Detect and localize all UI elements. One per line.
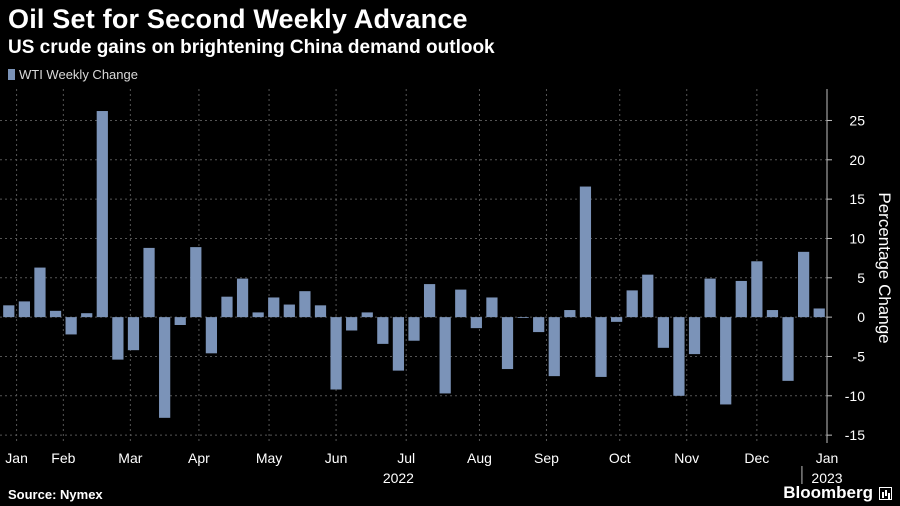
bar <box>96 111 108 318</box>
x-tick-label: Feb <box>51 450 75 466</box>
bar <box>782 317 794 381</box>
bar <box>579 186 592 318</box>
bar <box>595 317 607 377</box>
bar <box>642 274 654 318</box>
bar <box>533 317 545 333</box>
y-tick-label: -15 <box>845 427 865 443</box>
bar <box>49 310 62 318</box>
bar <box>361 312 373 318</box>
bar <box>283 304 295 318</box>
brand-logo: Bloomberg <box>783 483 892 503</box>
bar <box>252 312 264 318</box>
bar <box>112 317 124 360</box>
bar <box>236 278 249 318</box>
bar <box>408 317 420 341</box>
bar <box>34 267 46 318</box>
bar <box>330 317 342 390</box>
x-tick-label: Oct <box>609 450 631 466</box>
brand-name: Bloomberg <box>783 483 873 502</box>
x-tick-label: Jun <box>325 450 348 466</box>
bar <box>81 313 93 318</box>
bar <box>486 297 498 318</box>
bloomberg-chart-icon <box>879 486 892 500</box>
bar <box>190 247 202 318</box>
bar <box>65 317 77 335</box>
y-axis-title: Percentage Change <box>875 192 894 343</box>
x-tick-label: Sep <box>534 450 559 466</box>
x-tick-label: Jan <box>816 450 839 466</box>
x-tick-label: May <box>256 450 282 466</box>
y-tick-label: -5 <box>853 348 866 364</box>
bar <box>346 317 358 331</box>
x-tick-label: Jan <box>5 450 28 466</box>
bar <box>813 308 825 318</box>
bar <box>548 317 560 377</box>
bar <box>314 305 327 318</box>
bar <box>688 317 701 355</box>
bar <box>470 317 482 329</box>
y-tick-label: 25 <box>849 112 865 128</box>
x-tick-label: Dec <box>744 450 769 466</box>
bar <box>18 301 30 318</box>
bar <box>159 317 171 418</box>
bar <box>423 284 436 318</box>
bar <box>174 317 186 325</box>
x-tick-label: Aug <box>467 450 492 466</box>
bar <box>143 247 155 318</box>
bar <box>392 317 405 371</box>
bar <box>439 317 451 394</box>
bar <box>501 317 514 370</box>
bar <box>3 305 15 318</box>
y-tick-label: 5 <box>857 270 865 286</box>
bar <box>798 251 810 318</box>
legend-label: WTI Weekly Change <box>19 67 138 82</box>
bar <box>455 289 467 318</box>
bar <box>751 261 763 318</box>
y-tick-label: 0 <box>857 309 865 325</box>
source-note: Source: Nymex <box>8 487 103 502</box>
bar <box>268 297 280 318</box>
x-tick-label: Apr <box>188 450 210 466</box>
bar <box>735 280 747 318</box>
bar <box>564 310 576 318</box>
chart-subtitle: US crude gains on brightening China dema… <box>8 37 495 58</box>
y-tick-label: 10 <box>849 230 865 246</box>
bar <box>626 290 638 318</box>
year-label: 2023 <box>811 470 842 486</box>
y-tick-label: -10 <box>845 388 865 404</box>
chart-title: Oil Set for Second Weekly Advance <box>8 4 468 34</box>
bar <box>205 317 218 354</box>
bar <box>673 317 685 396</box>
bar <box>657 317 669 348</box>
bar <box>299 291 311 318</box>
bar <box>221 296 233 318</box>
x-tick-label: Jul <box>397 450 415 466</box>
bar <box>766 310 779 318</box>
bar <box>517 317 529 318</box>
bar <box>377 317 389 344</box>
bar <box>127 317 140 351</box>
y-tick-label: 20 <box>849 152 865 168</box>
y-tick-label: 15 <box>849 191 865 207</box>
bar <box>720 317 732 405</box>
year-label: 2022 <box>383 470 414 486</box>
bar <box>610 317 623 322</box>
legend: WTI Weekly Change <box>8 67 138 82</box>
x-tick-label: Nov <box>674 450 699 466</box>
bar <box>704 278 716 318</box>
legend-swatch <box>8 69 15 80</box>
x-tick-label: Mar <box>118 450 142 466</box>
